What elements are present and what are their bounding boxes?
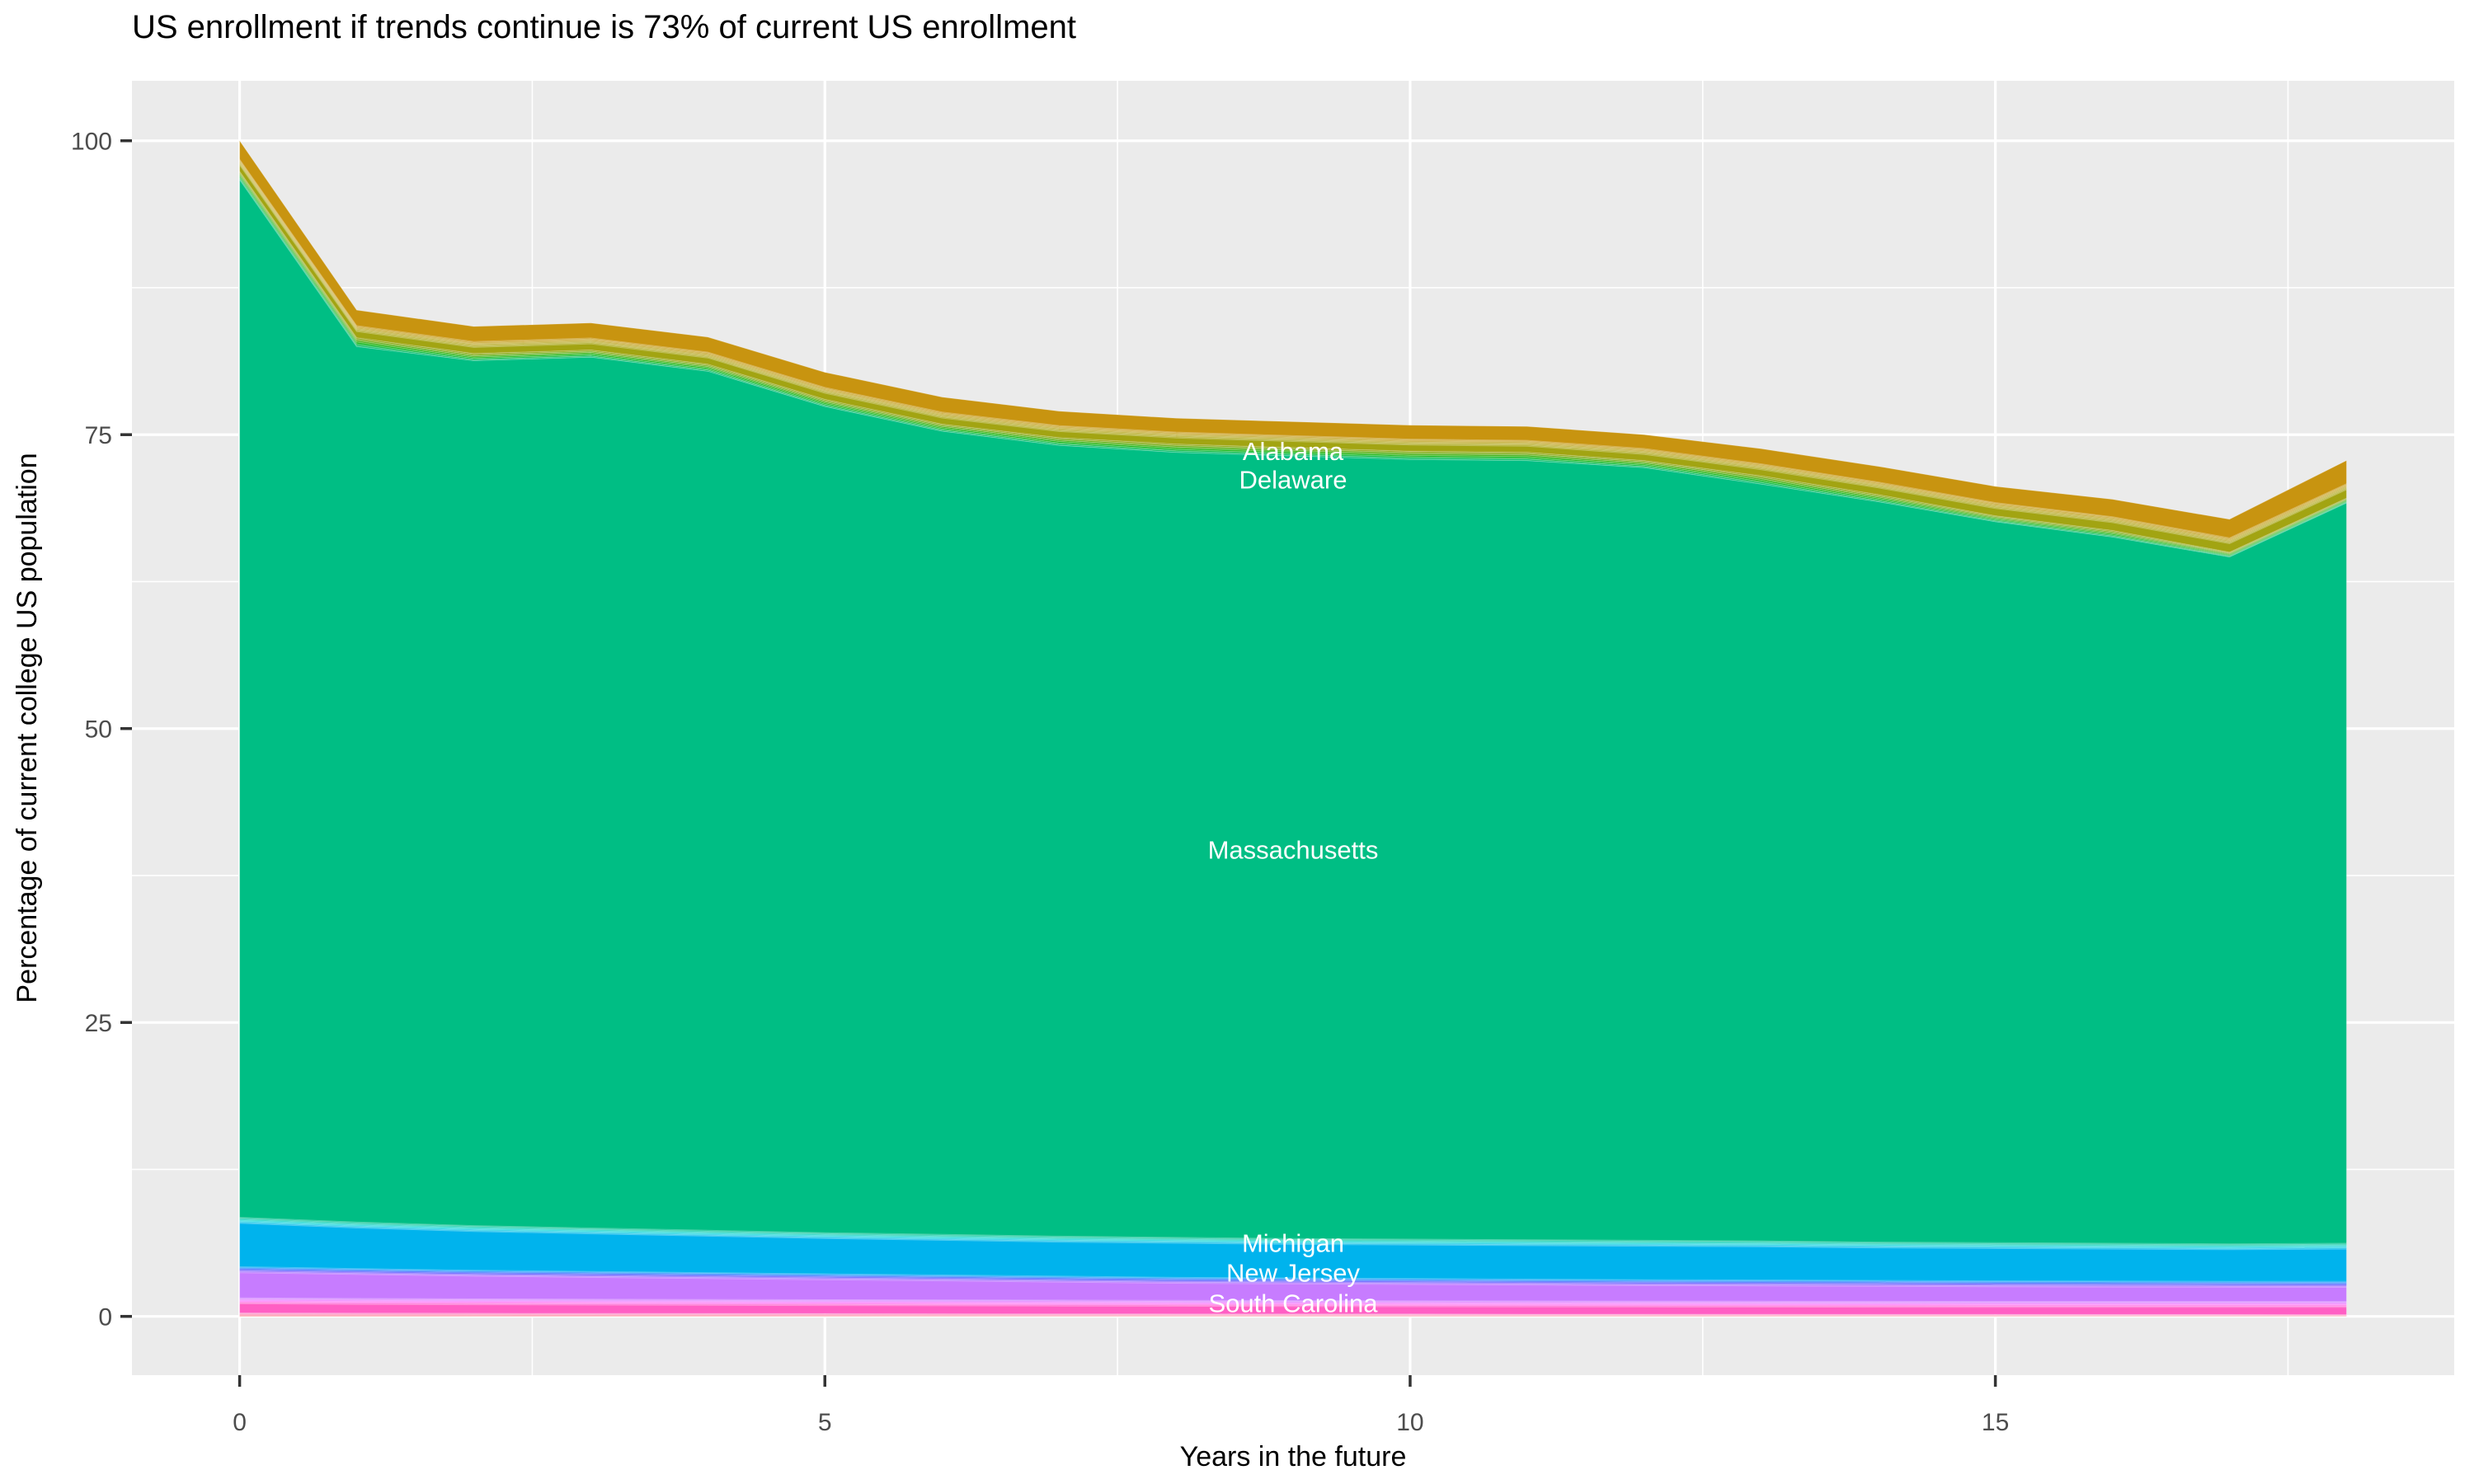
state-label-massachusetts: Massachusetts	[1208, 836, 1379, 865]
state-label-new-jersey: New Jersey	[1226, 1259, 1360, 1288]
y-tick-label: 50	[85, 716, 112, 744]
x-tick-label: 10	[1396, 1409, 1423, 1436]
y-tick-label: 75	[85, 422, 112, 449]
blend-delaware-alabama	[239, 162, 2347, 545]
y-tick-label: 100	[71, 129, 112, 156]
x-axis-title: Years in the future	[1180, 1441, 1407, 1472]
y-tick-label: 0	[98, 1304, 112, 1331]
state-label-south-carolina: South Carolina	[1208, 1289, 1378, 1318]
blend-south_carolina-new_jersey	[239, 1302, 2347, 1308]
state-label-michigan: Michigan	[1242, 1229, 1344, 1258]
x-tick-label: 15	[1982, 1409, 2009, 1436]
stacked-areas	[239, 139, 2347, 1317]
area-others_north-strip	[239, 176, 2347, 558]
x-tick-label: 5	[818, 1409, 832, 1436]
x-tick-label: 0	[233, 1409, 247, 1436]
blend-new_jersey-michigan	[239, 1270, 2347, 1289]
y-axis-title: Percentage of current college US populat…	[12, 453, 43, 1003]
axes: 0 5 10 15 0 25 50 75 100	[71, 129, 2009, 1436]
state-label-delaware: Delaware	[1239, 465, 1348, 494]
blend-michigan-massachusetts	[239, 1222, 2347, 1251]
chart-title: US enrollment if trends continue is 73% …	[132, 9, 1076, 45]
area-others_north-strip	[239, 175, 2347, 557]
state-label-alabama: Alabama	[1243, 437, 1344, 466]
y-tick-label: 25	[85, 1010, 112, 1037]
